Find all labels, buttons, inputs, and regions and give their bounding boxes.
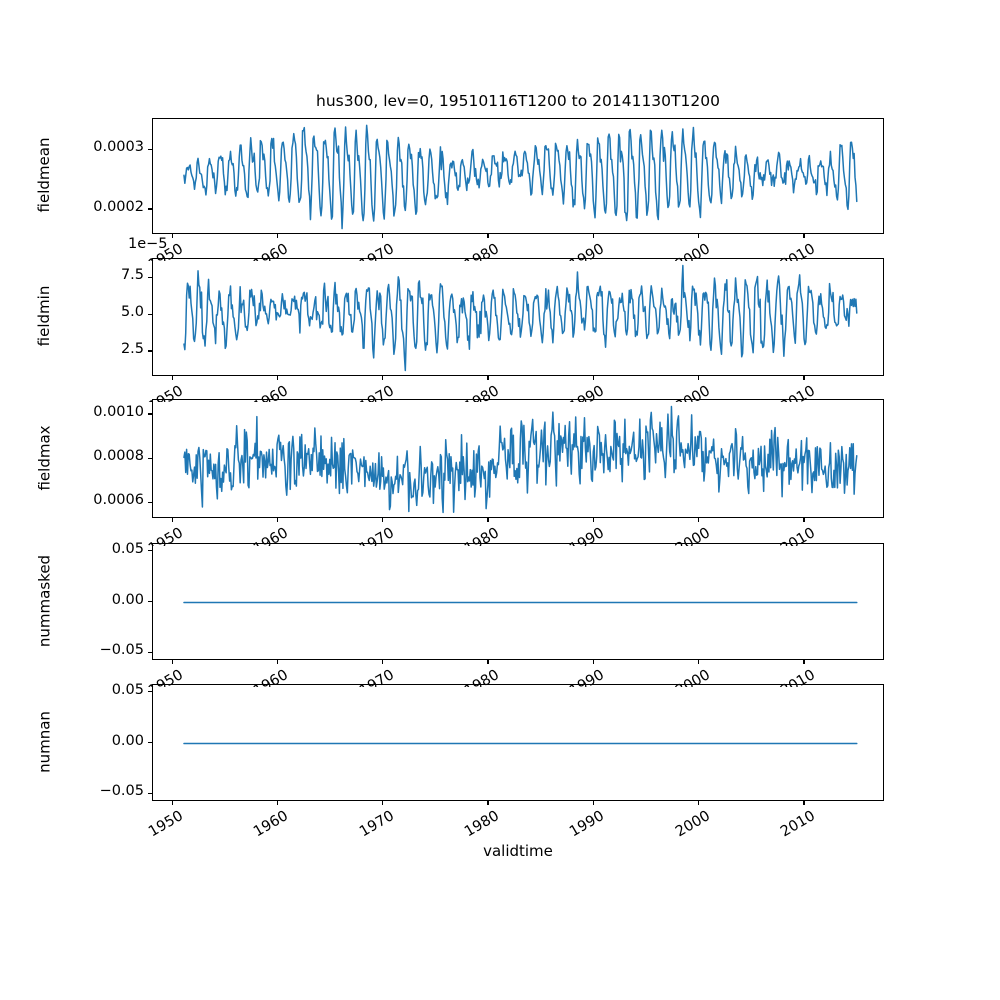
y-tick-mark — [147, 350, 152, 352]
y-tick-label-numnan: 0.00 — [111, 732, 144, 749]
y-tick-label-numnan: 0.05 — [111, 681, 144, 698]
y-tick-label-nummasked: 0.05 — [111, 540, 144, 557]
y-tick-label-nummasked: 0.00 — [111, 591, 144, 608]
y-tick-mark — [147, 208, 152, 210]
x-tick-mark — [276, 660, 278, 665]
x-tick-mark — [171, 801, 173, 806]
data-line-numnan — [183, 742, 858, 745]
x-tick-mark — [803, 518, 805, 523]
y-tick-mark — [147, 601, 152, 603]
y-tick-label-fieldmax: 0.0008 — [93, 448, 144, 465]
x-tick-mark — [171, 234, 173, 239]
data-line-fieldmean — [183, 124, 858, 230]
x-tick-mark — [487, 801, 489, 806]
y-tick-label-fieldmean: 0.0002 — [93, 198, 144, 215]
x-tick-label-row: 1950 1960 1970 1980 1990 2000 2010 — [0, 806, 1000, 876]
x-tick-mark — [382, 801, 384, 806]
x-tick-mark — [382, 660, 384, 665]
x-tick-mark — [487, 234, 489, 239]
subplot-fieldmean — [152, 118, 884, 234]
y-axis-label-numnan: numnan — [35, 710, 53, 773]
x-tick-mark — [592, 801, 594, 806]
x-tick-mark — [592, 518, 594, 523]
y-tick-mark — [147, 742, 152, 744]
x-tick-mark — [171, 518, 173, 523]
x-tick-mark — [592, 234, 594, 239]
y-tick-label-fieldmin: 7.5 — [120, 267, 144, 284]
x-tick-mark — [276, 376, 278, 381]
x-tick-mark — [382, 376, 384, 381]
x-tick-mark — [698, 518, 700, 523]
y-tick-mark — [147, 148, 152, 150]
x-tick-mark — [276, 801, 278, 806]
x-tick-mark — [803, 234, 805, 239]
x-tick-mark — [698, 376, 700, 381]
data-line-nummasked — [183, 601, 858, 604]
y-tick-mark — [147, 550, 152, 552]
y-tick-label-fieldmin: 5.0 — [120, 304, 144, 321]
x-tick-mark — [698, 234, 700, 239]
data-line-fieldmax — [183, 405, 858, 514]
y-tick-label-fieldmax: 0.0010 — [93, 403, 144, 420]
x-tick-mark — [803, 801, 805, 806]
x-tick-mark — [171, 376, 173, 381]
y-tick-mark — [147, 792, 152, 794]
x-tick-mark — [487, 518, 489, 523]
y-tick-label-fieldmean: 0.0003 — [93, 139, 144, 156]
y-tick-mark — [147, 313, 152, 315]
x-tick-mark — [698, 801, 700, 806]
x-tick-mark — [592, 660, 594, 665]
y-tick-mark — [147, 276, 152, 278]
x-axis-label: validtime — [483, 842, 553, 860]
y-axis-offset-text-fieldmin: 1e−5 — [128, 236, 168, 252]
x-tick-mark — [487, 376, 489, 381]
figure-title: hus300, lev=0, 19510116T1200 to 20141130… — [316, 92, 720, 110]
y-tick-label-nummasked: −0.05 — [99, 642, 144, 659]
y-tick-mark — [147, 501, 152, 503]
x-tick-mark — [592, 376, 594, 381]
x-tick-mark — [171, 660, 173, 665]
x-tick-mark — [382, 518, 384, 523]
y-tick-label-fieldmax: 0.0006 — [93, 492, 144, 509]
y-tick-mark — [147, 651, 152, 653]
x-tick-mark — [276, 234, 278, 239]
subplot-nummasked — [152, 543, 884, 660]
data-line-fieldmin — [183, 264, 858, 372]
subplot-fieldmin — [152, 258, 884, 376]
subplot-numnan — [152, 684, 884, 801]
subplot-fieldmax — [152, 399, 884, 518]
x-tick-mark — [382, 234, 384, 239]
x-tick-mark — [803, 376, 805, 381]
y-tick-mark — [147, 691, 152, 693]
y-tick-mark — [147, 457, 152, 459]
x-tick-mark — [698, 660, 700, 665]
x-tick-mark — [276, 518, 278, 523]
x-tick-mark — [803, 660, 805, 665]
y-tick-label-numnan: −0.05 — [99, 783, 144, 800]
x-tick-mark — [487, 660, 489, 665]
y-tick-mark — [147, 413, 152, 415]
y-tick-label-fieldmin: 2.5 — [120, 340, 144, 357]
